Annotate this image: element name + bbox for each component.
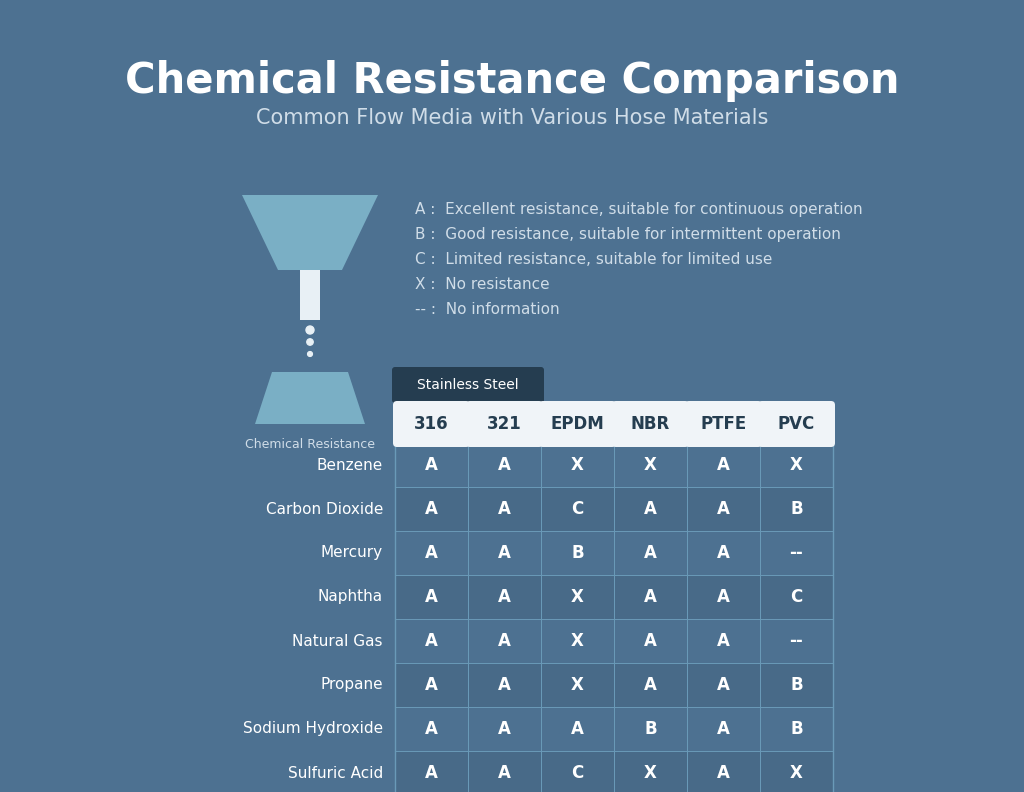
FancyBboxPatch shape bbox=[539, 401, 616, 447]
Circle shape bbox=[307, 352, 312, 356]
Text: A: A bbox=[644, 500, 657, 518]
Text: B: B bbox=[791, 500, 803, 518]
Text: A: A bbox=[644, 632, 657, 650]
Text: A: A bbox=[425, 588, 438, 606]
FancyBboxPatch shape bbox=[393, 401, 470, 447]
Bar bbox=[395, 531, 833, 575]
Text: --: -- bbox=[790, 544, 804, 562]
Text: Sodium Hydroxide: Sodium Hydroxide bbox=[243, 722, 383, 737]
Text: Benzene: Benzene bbox=[316, 458, 383, 473]
Text: Common Flow Media with Various Hose Materials: Common Flow Media with Various Hose Mate… bbox=[256, 108, 768, 128]
Text: A :  Excellent resistance, suitable for continuous operation: A : Excellent resistance, suitable for c… bbox=[415, 202, 862, 217]
Text: A: A bbox=[717, 500, 730, 518]
Text: B: B bbox=[571, 544, 584, 562]
Text: A: A bbox=[717, 632, 730, 650]
Bar bbox=[395, 443, 833, 792]
Text: X: X bbox=[644, 456, 657, 474]
Text: NBR: NBR bbox=[631, 415, 670, 433]
Text: A: A bbox=[644, 544, 657, 562]
Text: A: A bbox=[498, 632, 511, 650]
Text: C: C bbox=[571, 764, 584, 782]
Text: A: A bbox=[717, 764, 730, 782]
Text: B: B bbox=[791, 676, 803, 694]
Text: X: X bbox=[791, 764, 803, 782]
Text: A: A bbox=[644, 588, 657, 606]
Text: A: A bbox=[425, 544, 438, 562]
Text: A: A bbox=[717, 588, 730, 606]
Text: Chemical Resistance: Chemical Resistance bbox=[245, 438, 375, 451]
Text: Mercury: Mercury bbox=[321, 546, 383, 561]
Text: C :  Limited resistance, suitable for limited use: C : Limited resistance, suitable for lim… bbox=[415, 252, 772, 267]
Text: EPDM: EPDM bbox=[551, 415, 604, 433]
Bar bbox=[395, 575, 833, 619]
FancyBboxPatch shape bbox=[466, 401, 543, 447]
Text: X :  No resistance: X : No resistance bbox=[415, 277, 550, 292]
Text: Carbon Dioxide: Carbon Dioxide bbox=[265, 501, 383, 516]
FancyBboxPatch shape bbox=[612, 401, 689, 447]
Text: Chemical Resistance Comparison: Chemical Resistance Comparison bbox=[125, 60, 899, 102]
Text: 316: 316 bbox=[414, 415, 449, 433]
Text: A: A bbox=[644, 676, 657, 694]
Text: A: A bbox=[498, 544, 511, 562]
Text: X: X bbox=[571, 588, 584, 606]
Bar bbox=[395, 751, 833, 792]
Text: Naphtha: Naphtha bbox=[317, 589, 383, 604]
Text: X: X bbox=[644, 764, 657, 782]
Text: A: A bbox=[498, 500, 511, 518]
Text: C: C bbox=[791, 588, 803, 606]
Text: X: X bbox=[571, 456, 584, 474]
Text: A: A bbox=[425, 720, 438, 738]
Bar bbox=[395, 707, 833, 751]
FancyBboxPatch shape bbox=[685, 401, 762, 447]
Text: --: -- bbox=[790, 632, 804, 650]
Polygon shape bbox=[242, 195, 378, 270]
Polygon shape bbox=[300, 270, 319, 320]
Text: A: A bbox=[425, 676, 438, 694]
Text: Natural Gas: Natural Gas bbox=[293, 634, 383, 649]
Polygon shape bbox=[255, 372, 365, 424]
Text: X: X bbox=[571, 676, 584, 694]
Text: A: A bbox=[498, 676, 511, 694]
Text: A: A bbox=[425, 456, 438, 474]
Bar bbox=[395, 619, 833, 663]
Text: B: B bbox=[791, 720, 803, 738]
Text: Sulfuric Acid: Sulfuric Acid bbox=[288, 766, 383, 780]
Circle shape bbox=[307, 339, 313, 345]
Bar bbox=[395, 663, 833, 707]
Text: A: A bbox=[425, 632, 438, 650]
Text: B :  Good resistance, suitable for intermittent operation: B : Good resistance, suitable for interm… bbox=[415, 227, 841, 242]
Text: A: A bbox=[425, 764, 438, 782]
Text: PVC: PVC bbox=[778, 415, 815, 433]
Text: A: A bbox=[717, 676, 730, 694]
Text: A: A bbox=[425, 500, 438, 518]
Text: A: A bbox=[498, 764, 511, 782]
Bar bbox=[395, 487, 833, 531]
Text: A: A bbox=[717, 544, 730, 562]
Text: X: X bbox=[791, 456, 803, 474]
Text: Propane: Propane bbox=[321, 677, 383, 692]
Text: A: A bbox=[498, 456, 511, 474]
Text: -- :  No information: -- : No information bbox=[415, 302, 560, 317]
Text: A: A bbox=[717, 720, 730, 738]
Text: A: A bbox=[498, 720, 511, 738]
Text: PTFE: PTFE bbox=[700, 415, 746, 433]
Text: A: A bbox=[571, 720, 584, 738]
Text: A: A bbox=[717, 456, 730, 474]
Circle shape bbox=[306, 326, 314, 334]
Text: X: X bbox=[571, 632, 584, 650]
Text: Stainless Steel: Stainless Steel bbox=[417, 378, 519, 392]
FancyBboxPatch shape bbox=[392, 367, 544, 403]
Text: B: B bbox=[644, 720, 656, 738]
Bar bbox=[395, 443, 833, 487]
FancyBboxPatch shape bbox=[758, 401, 835, 447]
Text: 321: 321 bbox=[487, 415, 522, 433]
Text: C: C bbox=[571, 500, 584, 518]
Text: A: A bbox=[498, 588, 511, 606]
